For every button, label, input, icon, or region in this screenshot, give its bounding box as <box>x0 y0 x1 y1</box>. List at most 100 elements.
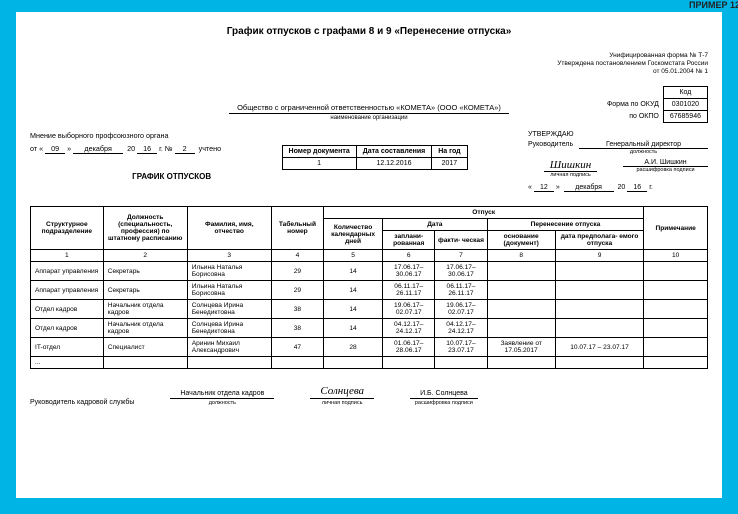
cell-c1: Аппарат управления <box>31 281 104 300</box>
cell-c2: Начальник отдела кадров <box>103 300 187 319</box>
cell-c7: 06.11.17– 26.11.17 <box>435 281 487 300</box>
cell-c9: 10.07.17 – 23.07.17 <box>555 338 644 357</box>
approve-role: Генеральный директор <box>579 141 708 149</box>
cell-c3: Аринин Михаил Александрович <box>187 338 271 357</box>
cell-c8 <box>487 300 555 319</box>
table-row: ... <box>31 357 708 369</box>
doc-box: Номер документа Дата составления На год … <box>282 145 468 170</box>
union-from: от « <box>30 144 43 153</box>
th-c6g: Дата <box>383 219 488 231</box>
num-10: 10 <box>644 250 708 262</box>
docbox-v1: 1 <box>282 158 356 170</box>
cell-c4: 29 <box>271 281 323 300</box>
table-row: Аппарат управленияСекретарьИльина Наталь… <box>31 281 708 300</box>
cell-c4: 38 <box>271 300 323 319</box>
approve-role-lbl: Руководитель <box>528 141 573 148</box>
cell-c9 <box>555 319 644 338</box>
approve-sig: Шишкин <box>544 159 597 172</box>
th-c6: заплани- рованная <box>383 231 435 250</box>
union-line1: Мнение выборного профсоюзного органа <box>30 131 221 140</box>
docbox-v3: 2017 <box>432 158 467 170</box>
cell-c10 <box>644 357 708 369</box>
union-ys: г. № <box>159 144 172 153</box>
union-year: 16 <box>137 144 157 154</box>
cell-c5: 14 <box>324 319 383 338</box>
cell-c2: Начальник отдела кадров <box>103 319 187 338</box>
footer-role-sub: должность <box>170 400 274 406</box>
table-row: IT-отделСпециалистАринин Михаил Александ… <box>31 338 708 357</box>
th-c8g: Перенесение отпуска <box>487 219 644 231</box>
cell-c4 <box>271 357 323 369</box>
num-2: 2 <box>103 250 187 262</box>
docbox-h1: Номер документа <box>282 146 356 158</box>
cell-c1: Аппарат управления <box>31 262 104 281</box>
cell-c5: 14 <box>324 300 383 319</box>
cell-c10 <box>644 300 708 319</box>
th-c1: Структурное подразделение <box>31 207 104 250</box>
cell-c3: Солнцева Ирина Бенедиктовна <box>187 300 271 319</box>
approve-title: УТВЕРЖДАЮ <box>528 131 708 138</box>
cell-c2 <box>103 357 187 369</box>
cell-c4: 47 <box>271 338 323 357</box>
okpo-label: по ОКПО <box>601 111 663 123</box>
form-line: от 05.01.2004 № 1 <box>557 68 708 76</box>
th-c5g: Отпуск <box>324 207 644 219</box>
num-1: 1 <box>31 250 104 262</box>
cell-c9 <box>555 300 644 319</box>
th-c8: основание (документ) <box>487 231 555 250</box>
th-c9: дата предполага- емого отпуска <box>555 231 644 250</box>
form-info: Унифицированная форма № Т-7 Утверждена п… <box>557 52 708 76</box>
page-title: График отпусков с графами 8 и 9 «Перенес… <box>30 26 708 37</box>
approve-role-sub: должность <box>579 149 708 155</box>
approve-dq2: » <box>556 184 560 191</box>
approve-name: А.И. Шишкин <box>623 159 708 167</box>
num-5: 5 <box>324 250 383 262</box>
cell-c1: IT-отдел <box>31 338 104 357</box>
approve-name-sub: расшифровка подписи <box>623 167 708 173</box>
union-block: Мнение выборного профсоюзного органа от … <box>30 131 221 181</box>
cell-c5: 14 <box>324 262 383 281</box>
cell-c3 <box>187 357 271 369</box>
approve-sig-sub: личная подпись <box>528 172 613 178</box>
cell-c7: 17.06.17– 30.06.17 <box>435 262 487 281</box>
th-c10: Примечание <box>644 207 708 250</box>
union-acc: учтено <box>199 144 222 153</box>
okpo-value: 67685946 <box>663 111 707 123</box>
cell-c3: Ильина Наталья Борисовна <box>187 262 271 281</box>
cell-c8 <box>487 357 555 369</box>
cell-c6: 19.06.17– 02.07.17 <box>383 300 435 319</box>
num-row: 1 2 3 4 5 6 7 8 9 10 <box>31 250 708 262</box>
code-head: Код <box>663 87 707 99</box>
cell-c6: 06.11.17– 26.11.17 <box>383 281 435 300</box>
th-c7: факти- ческая <box>435 231 487 250</box>
cell-c8 <box>487 281 555 300</box>
approve-day: 12 <box>534 184 554 192</box>
cell-c7: 19.06.17– 02.07.17 <box>435 300 487 319</box>
form-line: Утверждена постановлением Госкомстата Ро… <box>557 60 708 68</box>
table-row: Отдел кадровНачальник отдела кадровСолнц… <box>31 300 708 319</box>
num-4: 4 <box>271 250 323 262</box>
cell-c4: 38 <box>271 319 323 338</box>
vacation-table: Структурное подразделение Должность (спе… <box>30 206 708 369</box>
approve-yp: 20 <box>618 184 626 191</box>
cell-c6: 01.06.17– 28.06.17 <box>383 338 435 357</box>
union-day: 09 <box>45 144 65 154</box>
docbox-v2: 12.12.2016 <box>356 158 432 170</box>
cell-c9 <box>555 357 644 369</box>
doc-box-wrap: Номер документа Дата составления На год … <box>282 131 468 170</box>
cell-c10 <box>644 338 708 357</box>
cell-c8 <box>487 262 555 281</box>
cell-c2: Секретарь <box>103 281 187 300</box>
cell-c5: 28 <box>324 338 383 357</box>
th-c5: Количество календарных дней <box>324 219 383 250</box>
footer-role: Начальник отдела кадров <box>170 390 274 399</box>
footer-name: И.Б. Солнцева <box>410 390 478 399</box>
union-no: 2 <box>175 144 195 154</box>
approve-block: УТВЕРЖДАЮ Руководитель Генеральный дирек… <box>528 131 708 192</box>
cell-c7: 10.07.17– 23.07.17 <box>435 338 487 357</box>
cell-c10 <box>644 319 708 338</box>
cell-c8 <box>487 319 555 338</box>
okud-value: 0301020 <box>663 99 707 111</box>
num-6: 6 <box>383 250 435 262</box>
cell-c1: Отдел кадров <box>31 319 104 338</box>
